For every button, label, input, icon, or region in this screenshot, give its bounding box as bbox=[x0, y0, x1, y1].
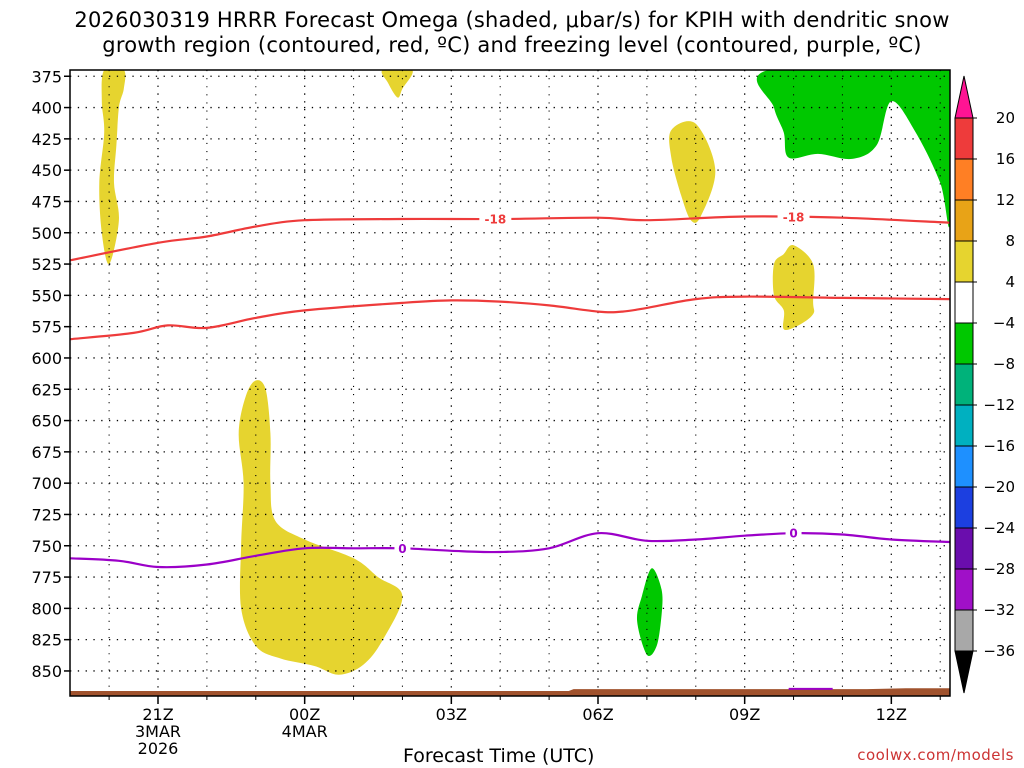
y-tick-label-775: 775 bbox=[31, 568, 62, 587]
colorbar-label: −36 bbox=[983, 642, 1015, 660]
omega-region-2 bbox=[381, 70, 413, 98]
x-tick-label-00Z: 00Z bbox=[289, 705, 320, 724]
colorbar-segment bbox=[954, 404, 974, 447]
y-tick-label-525: 525 bbox=[31, 255, 62, 274]
chart-title-line-1: 2026030319 HRRR Forecast Omega (shaded, … bbox=[74, 8, 950, 32]
x-tick-label-12Z: 12Z bbox=[876, 705, 907, 724]
colorbar-segment bbox=[954, 445, 974, 488]
x-axis-label: Forecast Time (UTC) bbox=[403, 745, 595, 767]
freezing-level-label-bg bbox=[394, 541, 411, 556]
x-tick-sublabel: 3MAR bbox=[135, 722, 181, 741]
y-tick-label-575: 575 bbox=[31, 318, 62, 337]
colorbar-segment bbox=[954, 199, 974, 242]
y-tick-label-550: 550 bbox=[31, 286, 62, 305]
dgz-top-label-bg bbox=[777, 210, 810, 225]
omega-region-3 bbox=[238, 380, 403, 675]
colorbar-bottom-arrow bbox=[954, 650, 974, 694]
colorbar-segment bbox=[954, 609, 974, 652]
dgz-top-label: -18 bbox=[484, 212, 506, 226]
y-axis: 375 400 425 450 475 500 525 550 575 600 625 650 675 7… bbox=[31, 67, 70, 681]
dgz-top-contour bbox=[70, 215, 950, 262]
y-tick-label-825: 825 bbox=[31, 631, 62, 650]
colorbar-label: 16 bbox=[996, 150, 1015, 168]
freezing-level-label: 0 bbox=[789, 527, 797, 541]
colorbar-segment bbox=[954, 527, 974, 570]
dgz-bottom-contour bbox=[70, 295, 950, 341]
freezing-level-label: 0 bbox=[398, 542, 406, 556]
watermark: coolwx.com/models bbox=[857, 746, 1014, 764]
y-tick-label-375: 375 bbox=[31, 67, 62, 86]
colorbar-segment bbox=[954, 281, 974, 324]
plot-frame bbox=[69, 69, 951, 697]
x-tick-label-09Z: 09Z bbox=[729, 705, 760, 724]
y-tick-label-425: 425 bbox=[31, 130, 62, 149]
x-tick-label-06Z: 06Z bbox=[582, 705, 613, 724]
grid-layer bbox=[70, 70, 950, 696]
chart-title-line-2: growth region (contoured, red, ºC) and f… bbox=[102, 33, 922, 57]
omega-region-5 bbox=[772, 245, 815, 331]
colorbar-label: −20 bbox=[983, 478, 1015, 496]
y-tick-label-450: 450 bbox=[31, 161, 62, 180]
omega-region-7 bbox=[636, 568, 663, 657]
x-tick-sublabel: 4MAR bbox=[282, 722, 328, 741]
colorbar-segment bbox=[954, 117, 974, 160]
colorbar-top-arrow bbox=[954, 75, 974, 119]
colorbar-label: −12 bbox=[983, 396, 1015, 414]
freezing-level-contour bbox=[70, 532, 950, 569]
colorbar-label: −24 bbox=[983, 519, 1015, 537]
colorbar-segment bbox=[954, 322, 974, 365]
colorbar-segment bbox=[954, 240, 974, 283]
colorbar-label: −16 bbox=[983, 437, 1015, 455]
y-tick-label-850: 850 bbox=[31, 662, 62, 681]
x-tick-label-03Z: 03Z bbox=[436, 705, 467, 724]
colorbar: 20 16 12 8 4 −4 −8 −12 −16 −20 −24 −28 −32 −36 bbox=[954, 75, 1015, 694]
freezing-level-label-bg bbox=[785, 526, 802, 541]
colorbar-label: 12 bbox=[996, 191, 1015, 209]
colorbar-label: −32 bbox=[983, 601, 1015, 619]
terrain-layer bbox=[70, 687, 950, 696]
y-tick-label-675: 675 bbox=[31, 443, 62, 462]
y-tick-label-725: 725 bbox=[31, 505, 62, 524]
y-tick-label-400: 400 bbox=[31, 99, 62, 118]
omega-region-1 bbox=[99, 70, 126, 265]
y-tick-label-700: 700 bbox=[31, 474, 62, 493]
y-tick-label-650: 650 bbox=[31, 412, 62, 431]
x-tick-label-21Z: 21Z bbox=[142, 705, 173, 724]
colorbar-label: −28 bbox=[983, 560, 1015, 578]
contour-layer: -18 -18 0 0 bbox=[70, 210, 950, 569]
y-tick-label-800: 800 bbox=[31, 599, 62, 618]
colorbar-label: 8 bbox=[1005, 232, 1015, 250]
x-tick-sublabel: 2026 bbox=[138, 739, 179, 758]
colorbar-label: 20 bbox=[996, 109, 1015, 127]
y-tick-label-750: 750 bbox=[31, 537, 62, 556]
dgz-top-label: -18 bbox=[783, 211, 805, 225]
y-tick-label-600: 600 bbox=[31, 349, 62, 368]
colorbar-segment bbox=[954, 568, 974, 611]
y-tick-label-475: 475 bbox=[31, 192, 62, 211]
omega-region-6 bbox=[756, 70, 950, 227]
colorbar-segment bbox=[954, 363, 974, 406]
y-tick-label-500: 500 bbox=[31, 224, 62, 243]
colorbar-segment bbox=[954, 158, 974, 201]
dgz-top-label-bg bbox=[479, 211, 512, 226]
colorbar-label: 4 bbox=[1005, 273, 1015, 291]
terrain-ground bbox=[70, 688, 950, 696]
shaded-omega-layer bbox=[99, 70, 950, 675]
colorbar-segment bbox=[954, 486, 974, 529]
colorbar-label: −4 bbox=[993, 314, 1015, 332]
y-tick-label-625: 625 bbox=[31, 380, 62, 399]
omega-region-4 bbox=[669, 121, 716, 223]
colorbar-label: −8 bbox=[993, 355, 1015, 373]
